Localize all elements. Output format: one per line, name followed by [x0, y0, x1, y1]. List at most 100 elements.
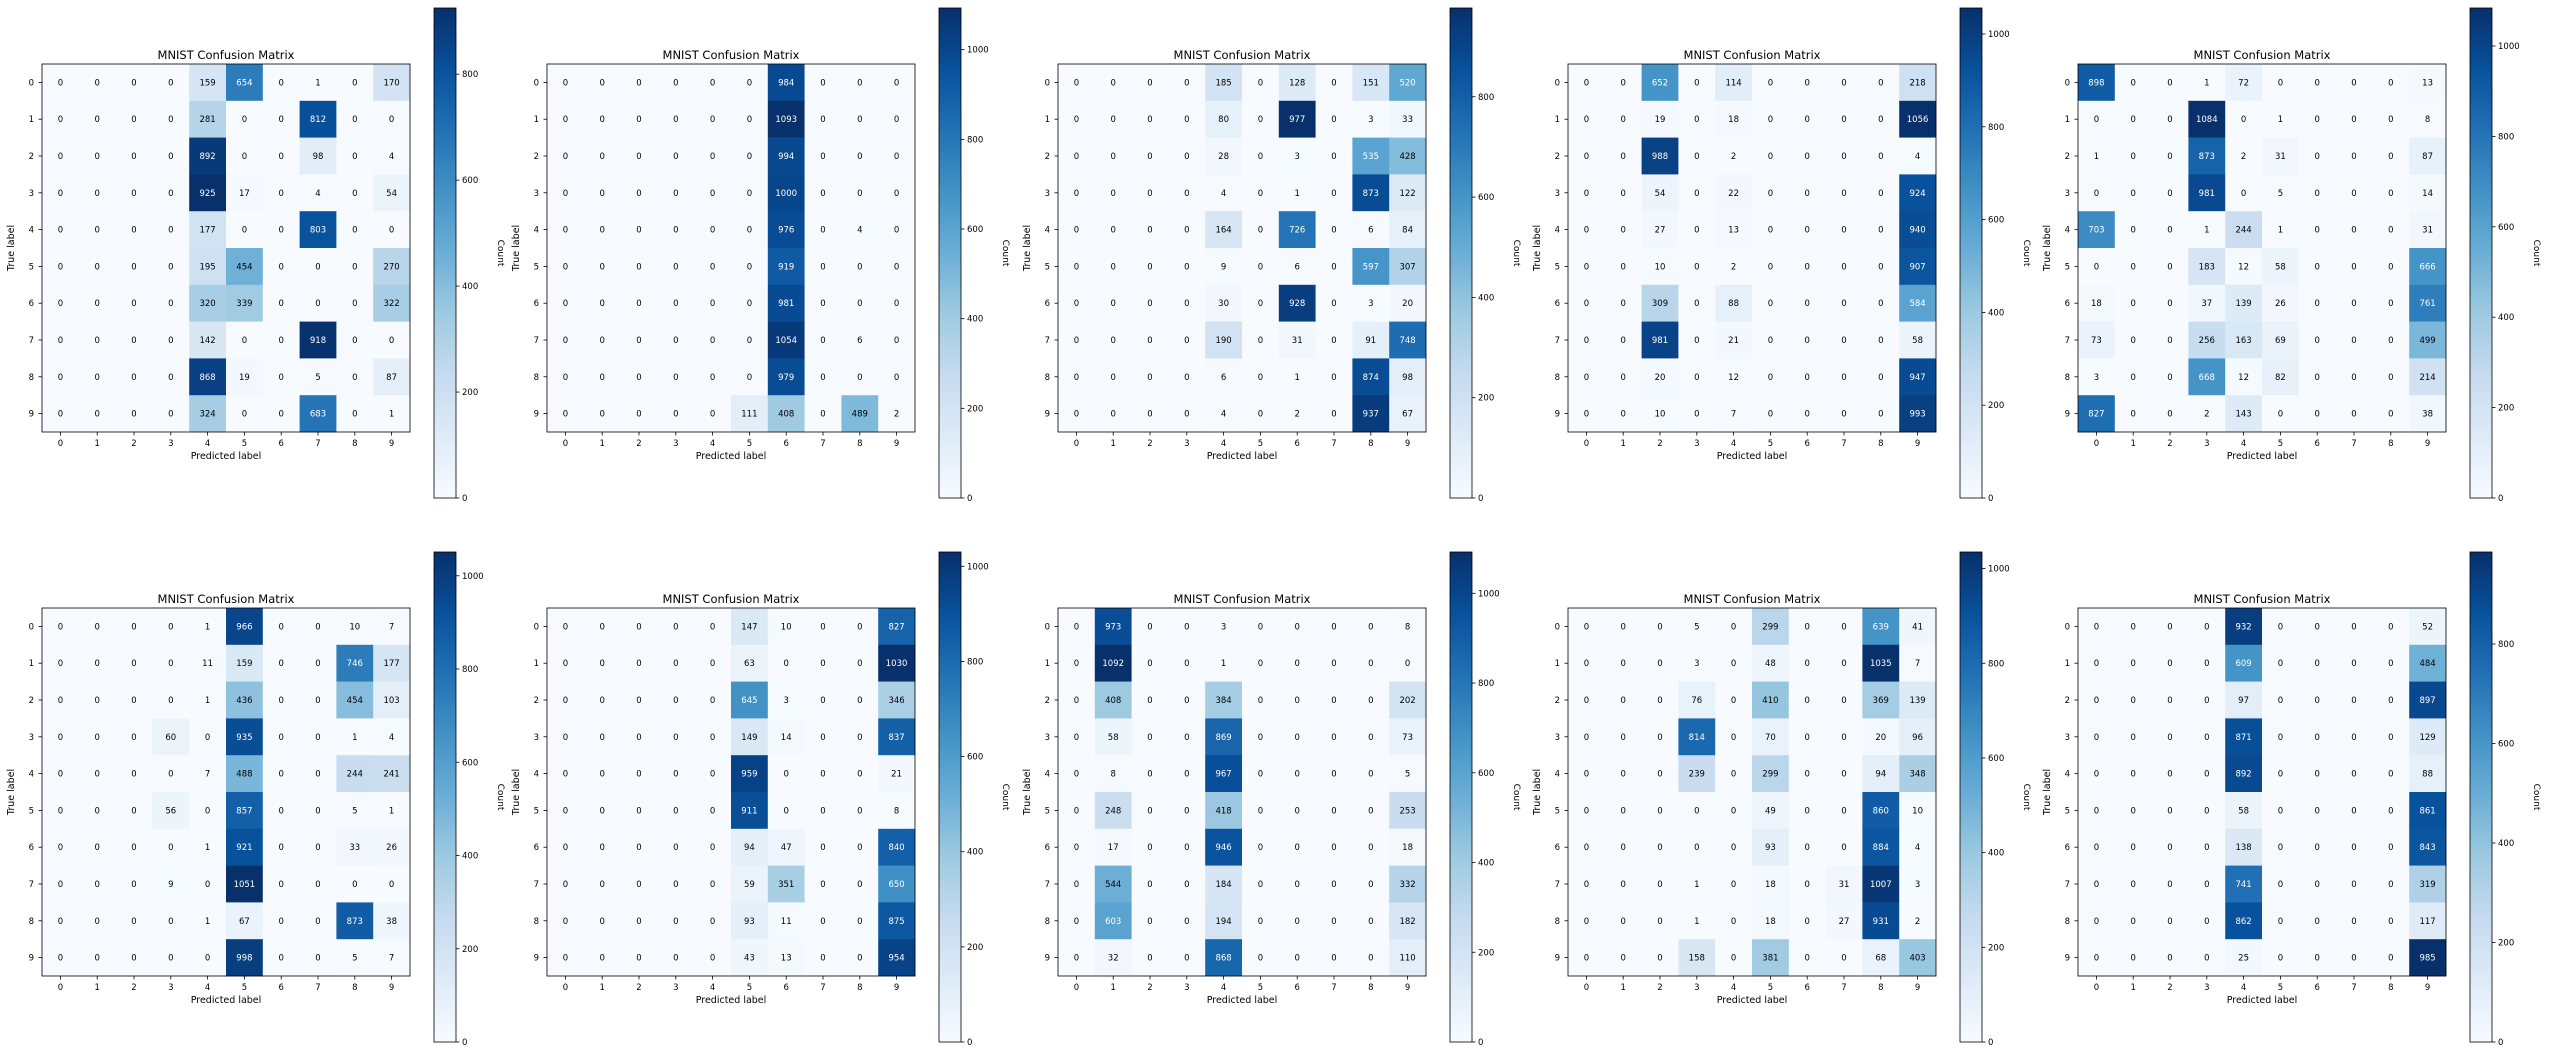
cell-value-label: 0 [1258, 917, 1263, 927]
heatmap-cell [694, 681, 732, 719]
cell-value-label: 535 [1363, 152, 1379, 162]
y-tick-label: 1 [1045, 115, 1050, 125]
heatmap-cell [1752, 248, 1790, 286]
heatmap-cell [189, 902, 227, 940]
cell-value-label: 873 [1363, 189, 1379, 199]
heatmap-cell [1641, 211, 1679, 249]
cell-value-label: 0 [1620, 806, 1625, 816]
heatmap-cell [1899, 100, 1937, 138]
y-tick-label: 4 [1045, 770, 1050, 780]
cell-value-label: 0 [1584, 226, 1589, 236]
heatmap-cell [189, 681, 227, 719]
y-tick-label: 8 [1555, 373, 1560, 383]
heatmap-cell [262, 358, 300, 396]
heatmap-cell [1715, 321, 1753, 359]
x-tick-label: 9 [894, 983, 899, 993]
cell-value-label: 0 [2094, 917, 2099, 927]
cell-value-label: 0 [2314, 115, 2319, 125]
heatmap-cell [1752, 865, 1790, 903]
heatmap-cell [2262, 865, 2300, 903]
heatmap-cell [878, 248, 916, 286]
x-tick-label: 6 [2314, 983, 2319, 993]
heatmap-cell [731, 902, 769, 940]
heatmap-cell [115, 100, 153, 138]
cell-value-label: 0 [1147, 880, 1152, 890]
heatmap-cell [841, 395, 879, 433]
heatmap-cell [2151, 718, 2189, 756]
x-tick-label: 8 [1368, 439, 1373, 449]
cell-value-label: 18 [2091, 299, 2102, 309]
cell-value-label: 0 [1768, 336, 1773, 346]
cell-value-label: 0 [1074, 659, 1079, 669]
cell-value-label: 0 [820, 189, 825, 199]
heatmap-cell [299, 755, 337, 793]
cell-value-label: 981 [2199, 189, 2215, 199]
heatmap-cell [1131, 174, 1169, 212]
heatmap-cell [694, 939, 732, 977]
cell-value-label: 892 [199, 152, 215, 162]
heatmap-cell [2298, 681, 2336, 719]
heatmap-cell [878, 902, 916, 940]
heatmap-cell [2114, 395, 2152, 433]
cell-value-label: 1 [205, 696, 210, 706]
cell-value-label: 0 [352, 189, 357, 199]
cell-value-label: 0 [2167, 733, 2172, 743]
heatmap-cell [1715, 644, 1753, 682]
cell-value-label: 0 [710, 336, 715, 346]
y-tick-label: 0 [534, 622, 539, 632]
cell-value-label: 0 [1768, 78, 1773, 88]
heatmap-cell [1094, 865, 1132, 903]
cell-value-label: 0 [1694, 115, 1699, 125]
cell-value-label: 0 [636, 299, 641, 309]
heatmap-cell [583, 248, 621, 286]
cell-value-label: 0 [820, 843, 825, 853]
heatmap-cell [2078, 939, 2116, 977]
heatmap-cell [1752, 681, 1790, 719]
cell-value-label: 0 [205, 954, 210, 964]
colorbar-label: Count [1000, 240, 1010, 267]
cell-value-label: 0 [673, 917, 678, 927]
cell-value-label: 0 [168, 770, 173, 780]
cell-value-label: 2 [1915, 917, 1920, 927]
cell-value-label: 0 [1184, 189, 1189, 199]
cell-value-label: 7 [1731, 410, 1736, 420]
cell-value-label: 0 [2130, 115, 2135, 125]
cell-value-label: 14 [2422, 189, 2433, 199]
cell-value-label: 1 [389, 410, 394, 420]
heatmap-cell [2078, 755, 2116, 793]
cell-value-label: 18 [1765, 917, 1776, 927]
heatmap-cell [547, 718, 585, 756]
cell-value-label: 0 [131, 226, 136, 236]
heatmap-cell [226, 211, 264, 249]
cell-value-label: 159 [236, 659, 252, 669]
cell-value-label: 0 [1331, 806, 1336, 816]
cell-value-label: 0 [1584, 410, 1589, 420]
cell-value-label: 1030 [886, 659, 908, 669]
heatmap-cell [620, 792, 658, 830]
cell-value-label: 873 [2199, 152, 2215, 162]
cell-value-label: 0 [2351, 336, 2356, 346]
x-tick-label: 1 [2130, 983, 2135, 993]
x-tick-label: 6 [1294, 439, 1299, 449]
cell-value-label: 190 [1215, 336, 1231, 346]
cell-value-label: 0 [1804, 954, 1809, 964]
heatmap-cell [1899, 644, 1937, 682]
colorbar-tick-label: 400 [1988, 849, 2004, 859]
cell-value-label: 0 [2130, 954, 2135, 964]
heatmap-cell [78, 248, 116, 286]
y-tick-label: 7 [1045, 336, 1050, 346]
heatmap-cell [1825, 939, 1863, 977]
heatmap-cell [620, 284, 658, 322]
heatmap-cell [78, 64, 116, 102]
cell-value-label: 0 [1731, 880, 1736, 890]
cell-value-label: 0 [673, 880, 678, 890]
heatmap-cell [115, 718, 153, 756]
cell-value-label: 0 [315, 622, 320, 632]
cell-value-label: 38 [2422, 410, 2433, 420]
heatmap-cell [2225, 174, 2263, 212]
heatmap-cell [1678, 644, 1716, 682]
heatmap-cell [1862, 358, 1900, 396]
heatmap-cell [731, 248, 769, 286]
heatmap-cell [1058, 395, 1096, 433]
